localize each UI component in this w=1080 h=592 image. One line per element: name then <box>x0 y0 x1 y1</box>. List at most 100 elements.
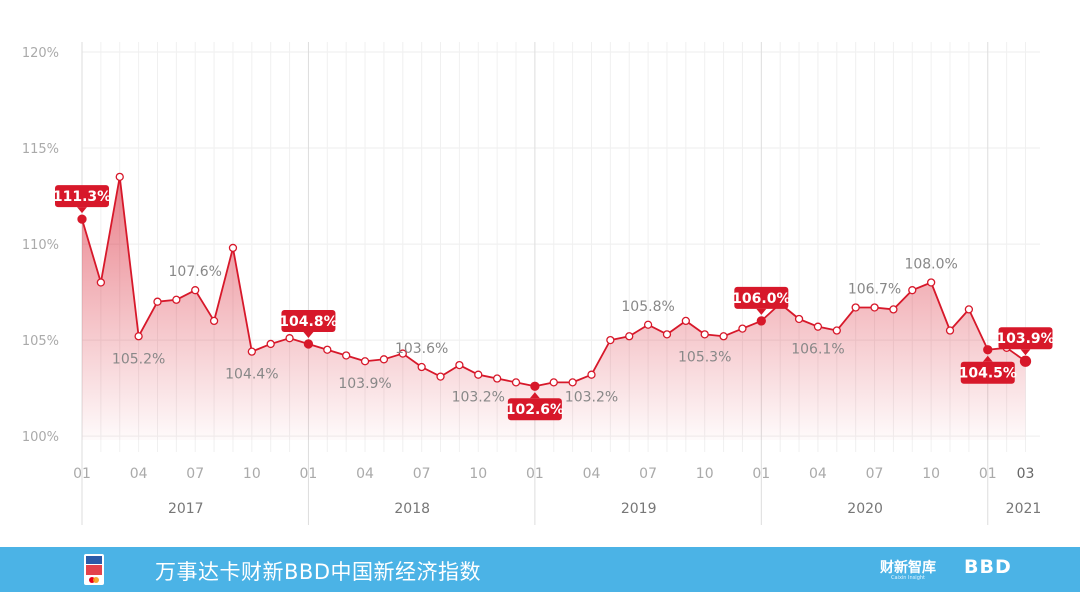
data-label: 104.4% <box>225 367 278 383</box>
x-tick-label: 01 <box>526 466 544 482</box>
data-point <box>417 362 426 372</box>
data-point <box>832 326 841 335</box>
y-tick-label: 120% <box>22 46 59 61</box>
footer-bar: 万事达卡财新BBD中国新经济指数 财新智库 Caixin Insight BBD <box>0 547 1080 592</box>
footer-title: 万事达卡财新BBD中国新经济指数 <box>155 560 481 584</box>
y-tick-label: 100% <box>22 430 59 445</box>
highlight-callout-text: 106.0% <box>732 291 790 307</box>
x-tick-label: 10 <box>243 466 261 482</box>
x-tick-label: 10 <box>696 466 714 482</box>
highlight-callout-box <box>734 286 789 309</box>
data-point <box>908 286 917 295</box>
x-tick-label: 03 <box>1017 466 1035 482</box>
highlight-point <box>983 345 993 355</box>
data-point <box>851 303 860 312</box>
x-year-label: 2020 <box>847 501 883 517</box>
highlight-point <box>1019 355 1032 367</box>
data-point <box>360 357 370 366</box>
highlight-point <box>77 214 87 224</box>
x-tick-label: 01 <box>300 466 318 482</box>
highlight-callout-pointer <box>529 392 540 399</box>
data-label: 106.1% <box>791 342 844 358</box>
data-point <box>625 332 634 341</box>
highlight-callout-pointer <box>77 207 87 214</box>
data-point <box>813 322 823 331</box>
y-tick-label: 105% <box>22 334 59 349</box>
data-label: 106.7% <box>848 281 901 297</box>
data-point <box>643 320 653 329</box>
data-point <box>927 278 936 287</box>
x-tick-label: 04 <box>809 466 827 482</box>
highlight-callout-box <box>998 327 1053 350</box>
data-label: 105.8% <box>621 299 674 315</box>
x-tick-label: 04 <box>356 466 374 482</box>
data-point <box>436 372 445 381</box>
data-point <box>134 332 143 341</box>
x-tick-label: 01 <box>73 466 91 482</box>
highlight-callout-text: 103.9% <box>996 331 1054 347</box>
series-area <box>82 176 1026 440</box>
data-label: 103.2% <box>565 390 618 406</box>
data-point <box>587 370 596 379</box>
highlight-callout-pointer <box>756 308 767 315</box>
data-point <box>247 347 256 356</box>
data-point <box>209 316 219 326</box>
x-year-label: 2018 <box>394 501 430 517</box>
data-point <box>228 243 238 253</box>
highlight-callout-box <box>507 398 562 421</box>
highlight-callout-text: 104.8% <box>279 314 337 330</box>
data-point <box>492 374 502 383</box>
data-point <box>738 324 747 333</box>
x-tick-label: 04 <box>583 466 601 482</box>
data-point <box>870 303 879 312</box>
data-point <box>549 378 558 387</box>
highlight-callout-text: 102.6% <box>506 402 564 418</box>
x-tick-label: 07 <box>413 466 431 482</box>
highlight-callout-pointer <box>303 331 314 338</box>
x-tick-label: 01 <box>979 466 997 482</box>
data-point <box>379 355 389 364</box>
caixin-insight-logo: 财新智库 <box>880 560 936 576</box>
x-year-label: 2017 <box>168 501 204 517</box>
caixin-insight-subtitle: Caixin Insight <box>891 575 925 581</box>
highlight-point <box>303 339 314 349</box>
data-point <box>172 295 181 304</box>
highlight-callout-pointer <box>982 355 993 362</box>
data-point <box>153 297 162 306</box>
data-label: 105.3% <box>678 349 731 365</box>
index-logo-icon <box>84 554 104 585</box>
x-year-label: 2021 <box>1006 501 1042 517</box>
x-tick-label: 07 <box>639 466 657 482</box>
x-year-label: 2019 <box>621 501 657 517</box>
x-tick-label: 07 <box>866 466 884 482</box>
data-label: 108.0% <box>904 256 957 272</box>
data-point <box>794 314 804 324</box>
data-point <box>323 345 332 354</box>
highlight-callout-box <box>281 309 336 332</box>
data-point <box>511 378 521 387</box>
bbd-logo: BBD <box>964 556 1012 578</box>
data-point <box>191 286 200 295</box>
data-point <box>455 360 464 370</box>
x-tick-label: 07 <box>186 466 204 482</box>
x-tick-label: 10 <box>922 466 940 482</box>
data-point <box>398 349 407 358</box>
y-tick-label: 110% <box>22 238 59 253</box>
data-point <box>96 278 106 287</box>
data-point <box>342 351 351 360</box>
highlight-point <box>530 381 540 391</box>
data-label: 105.2% <box>112 351 165 367</box>
data-point <box>719 332 728 341</box>
data-point <box>115 172 124 182</box>
data-label: 103.9% <box>338 376 391 392</box>
highlight-callout-text: 104.5% <box>959 366 1017 382</box>
data-point <box>662 330 672 339</box>
data-point <box>945 326 955 335</box>
data-point <box>606 335 615 345</box>
x-tick-label: 04 <box>130 466 148 482</box>
highlight-callout-pointer <box>1020 349 1031 356</box>
data-point <box>266 339 275 349</box>
y-tick-label: 115% <box>22 142 59 157</box>
data-label: 103.6% <box>395 341 448 357</box>
highlight-callout-box <box>960 361 1015 384</box>
